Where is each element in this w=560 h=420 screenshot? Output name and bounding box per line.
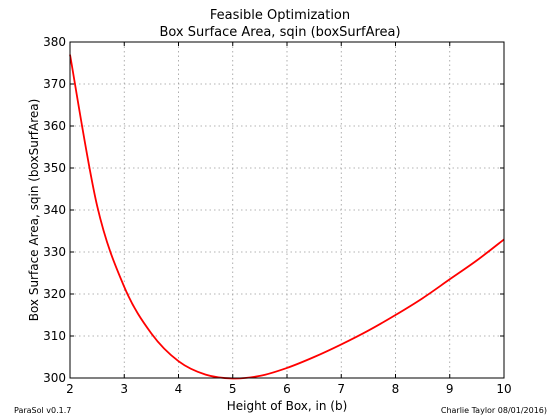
y-tick-label: 380: [43, 35, 66, 49]
x-tick-label: 9: [446, 382, 454, 396]
footer-author: Charlie Taylor 08/01/2016): [440, 406, 547, 415]
x-tick-label: 2: [66, 382, 74, 396]
series-line: [69, 54, 505, 380]
y-tick-label: 320: [43, 287, 66, 301]
x-tick-label: 5: [229, 382, 237, 396]
x-axis-label: Height of Box, in (b): [227, 399, 348, 413]
y-tick-label: 370: [43, 77, 66, 91]
ticks: 2 3 4 5 6 7 8 9 10 300 310 320 330 340 350 360 370 380: [43, 35, 512, 396]
y-tick-label: 360: [43, 119, 66, 133]
x-tick-label: 10: [496, 382, 511, 396]
y-tick-label: 330: [43, 245, 66, 259]
chart-subtitle: Box Surface Area, sqin (boxSurfArea): [159, 25, 401, 40]
y-tick-label: 300: [43, 371, 66, 385]
x-tick-label: 8: [392, 382, 400, 396]
y-tick-label: 340: [43, 203, 66, 217]
x-tick-label: 7: [337, 382, 345, 396]
chart-title: Feasible Optimization: [209, 8, 351, 23]
grid: [69, 41, 505, 379]
x-tick-label: 6: [283, 382, 291, 396]
y-axis-label: Box Surface Area, sqin (boxSurfArea): [27, 99, 41, 322]
y-tick-label: 310: [43, 329, 66, 343]
x-tick-label: 4: [175, 382, 183, 396]
x-tick-label: 3: [120, 382, 128, 396]
y-tick-label: 350: [43, 161, 66, 175]
footer-version: ParaSol v0.1.7: [14, 406, 72, 415]
